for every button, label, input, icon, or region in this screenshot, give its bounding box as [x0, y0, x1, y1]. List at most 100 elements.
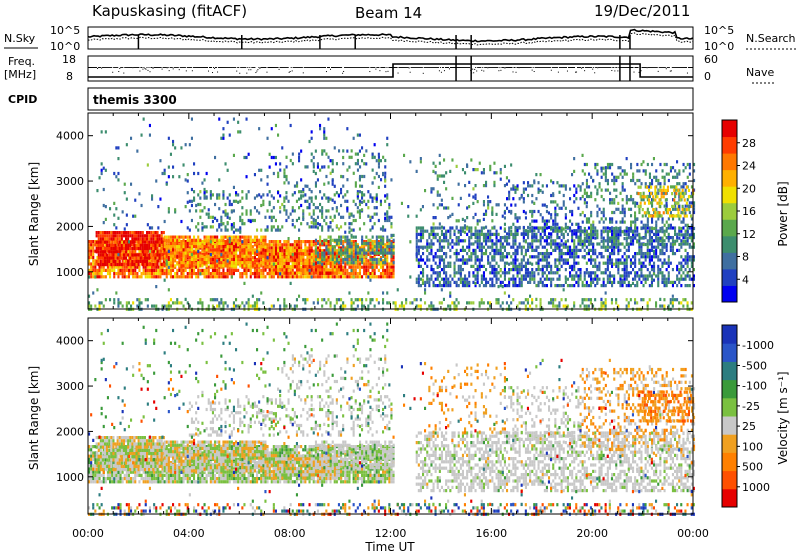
station-title: Kapuskasing (fitACF) [92, 2, 247, 20]
nave-point [122, 67, 124, 68]
scatter-cell [218, 261, 221, 265]
scatter-cell [158, 253, 161, 257]
nave-point [262, 67, 264, 68]
scatter-cell [245, 238, 248, 242]
scatter-cell [190, 257, 193, 262]
scatter-cell [566, 245, 569, 249]
scatter-cell [92, 259, 95, 263]
nave-point [209, 67, 210, 68]
scatter-cell [268, 246, 271, 250]
scatter-cell [615, 245, 618, 249]
scatter-cell [592, 248, 595, 252]
scatter-cell [449, 280, 452, 284]
scatter-cell [518, 245, 521, 249]
scatter-cell [99, 259, 102, 263]
scatter-cell [625, 284, 628, 288]
nsky-trace [87, 28, 694, 43]
scatter-cell [304, 265, 307, 269]
scatter-cell [262, 268, 265, 272]
scatter-cell [272, 275, 275, 279]
scatter-cell [377, 152, 380, 156]
scatter-cell [127, 256, 130, 260]
scatter-cell [608, 245, 611, 249]
scatter-cell [193, 171, 196, 176]
scatter-cell [337, 275, 340, 279]
scatter-cell [371, 251, 374, 255]
scatter-cell [323, 165, 326, 169]
scatter-cell [367, 199, 370, 203]
scatter-cell [625, 274, 628, 278]
nave-point [525, 67, 527, 68]
scatter-cell [312, 252, 315, 256]
scatter-cell [356, 256, 359, 260]
scatter-cell [140, 133, 143, 137]
nave-point [250, 69, 252, 71]
scatter-cell [253, 238, 256, 242]
scatter-cell [466, 261, 469, 265]
scatter-cell [220, 275, 223, 279]
scatter-cell [118, 237, 121, 241]
scatter-cell [205, 261, 208, 265]
scatter-cell [306, 206, 309, 210]
scatter-cell [550, 245, 553, 249]
nave-point [522, 67, 524, 68]
scatter-cell [111, 268, 114, 272]
scatter-cell [163, 254, 166, 258]
scatter-cell [392, 245, 395, 249]
scatter-cell [466, 245, 469, 249]
scatter-cell [203, 191, 206, 195]
scatter-cell [94, 265, 97, 269]
scatter-cell [245, 241, 248, 246]
scatter-cell [121, 265, 124, 269]
nave-point [171, 67, 173, 68]
scatter-cell [392, 249, 395, 253]
scatter-cell [367, 268, 370, 272]
scatter-cell [197, 254, 200, 258]
scatter-cell [214, 235, 217, 239]
scatter-cell [300, 194, 303, 198]
scatter-cell [329, 235, 332, 239]
scatter-cell [110, 234, 113, 238]
scatter-cell [296, 268, 299, 272]
scatter-cell [606, 264, 609, 268]
scatter-cell [449, 274, 452, 278]
scatter-cell [314, 275, 317, 279]
scatter-cell [321, 225, 324, 229]
scatter-cell [264, 265, 267, 269]
scatter-cell [457, 258, 460, 262]
scatter-cell [419, 271, 422, 275]
scatter-cell [508, 271, 511, 275]
nave-point [552, 67, 554, 68]
scatter-cell [424, 229, 427, 233]
scatter-cell [293, 271, 296, 275]
scatter-cell [432, 284, 435, 288]
freq-panel-frame [87, 55, 694, 82]
scatter-cell [96, 256, 99, 260]
scatter-cell [386, 268, 389, 272]
nave-point [197, 67, 199, 68]
scatter-cell [539, 277, 542, 281]
scatter-cell [90, 240, 93, 244]
scatter-cell [112, 234, 115, 238]
scatter-cell [283, 265, 286, 269]
scatter-cell [154, 243, 157, 247]
scatter-cell [384, 243, 387, 247]
scatter-cell [154, 256, 157, 260]
scatter-cell [348, 215, 351, 219]
scatter-cell [590, 277, 593, 281]
scatter-cell [167, 210, 170, 214]
scatter-cell [625, 255, 628, 259]
nave-point [448, 68, 450, 70]
nave-point [553, 67, 555, 68]
scatter-cell [317, 251, 320, 255]
scatter-cell [375, 212, 378, 216]
scatter-cell [224, 235, 227, 239]
scatter-cell [541, 245, 544, 249]
scatter-cell [129, 231, 132, 235]
scatter-cell [361, 246, 364, 250]
scatter-cell [522, 264, 525, 268]
nave-point [633, 71, 635, 73]
scatter-cell [384, 216, 387, 220]
scatter-cell [310, 272, 313, 276]
scatter-cell [453, 271, 456, 275]
